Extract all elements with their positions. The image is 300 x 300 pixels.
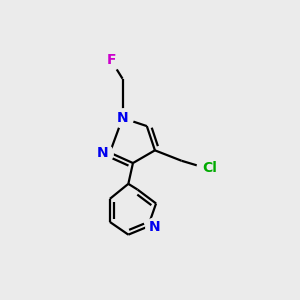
Text: N: N	[97, 146, 109, 160]
Text: Cl: Cl	[202, 161, 217, 175]
Text: N: N	[149, 220, 161, 234]
Text: N: N	[117, 111, 128, 125]
Text: F: F	[106, 53, 116, 67]
